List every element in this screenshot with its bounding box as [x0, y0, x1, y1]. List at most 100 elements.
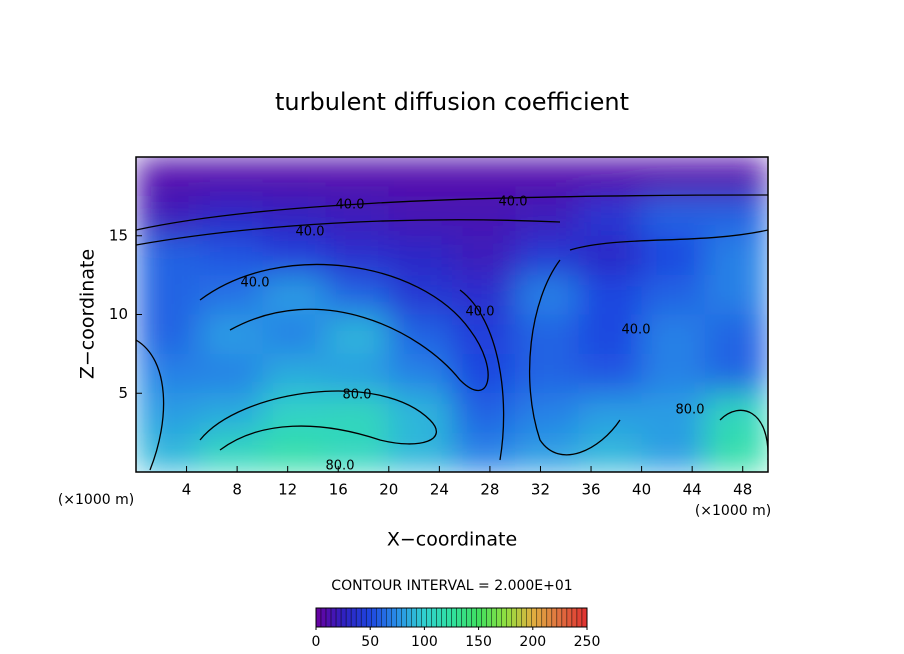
cell: [262, 353, 327, 394]
colorbar-swatch: [406, 607, 412, 628]
y-tick-label: 5: [118, 384, 128, 402]
cell: [388, 275, 453, 315]
colorbar-swatch: [360, 607, 367, 628]
colorbar-swatch: [511, 607, 517, 628]
cell: [325, 275, 390, 315]
cell: [578, 353, 643, 394]
colorbar-swatch: [451, 607, 457, 628]
cell: [262, 157, 327, 197]
cell: [452, 393, 516, 434]
cell: [641, 432, 706, 472]
cell: [262, 235, 327, 276]
x-tick-label: 28: [480, 481, 499, 499]
cell: [262, 432, 327, 472]
colorbar-frame: [315, 607, 588, 628]
x-tick-label: 40: [632, 481, 651, 499]
cell: [388, 432, 453, 472]
cell: [704, 275, 768, 315]
colorbar-swatch: [391, 607, 397, 628]
colorbar-swatch: [436, 607, 442, 628]
cell: [515, 353, 579, 394]
colorbar-swatch: [396, 607, 402, 628]
colorbar-swatch: [381, 607, 387, 628]
cell: [199, 157, 263, 197]
colorbar-swatch: [376, 607, 382, 628]
contour-label: 80.0: [343, 388, 372, 403]
y-axis-label: Z−coordinate: [77, 249, 99, 379]
colorbar-swatch: [461, 607, 467, 628]
cell: [136, 157, 200, 197]
cell: [388, 235, 453, 276]
colorbar-swatch: [386, 607, 392, 628]
cell: [578, 314, 643, 355]
colorbar-swatch: [521, 607, 527, 628]
cell: [262, 196, 327, 237]
x-tick-label: 16: [329, 481, 348, 499]
cell: [578, 393, 643, 434]
x-axis-label: X−coordinate: [387, 529, 517, 551]
colorbar-swatch: [476, 607, 482, 628]
colorbar-swatch: [471, 607, 477, 628]
colorbar-swatch: [531, 607, 538, 628]
colorbar-tick-label: 50: [361, 634, 379, 650]
cell: [325, 353, 390, 394]
colorbar-tick-label: 150: [465, 634, 492, 650]
cell: [704, 235, 768, 276]
colorbar-swatch: [516, 607, 522, 628]
cell: [136, 235, 200, 276]
x-unit: (×1000 m): [58, 492, 134, 508]
colorbar-swatch: [426, 607, 432, 628]
cell: [452, 353, 516, 394]
colorbar-swatch: [401, 607, 407, 628]
colorbar-swatch: [371, 607, 377, 628]
cell: [578, 196, 643, 237]
x-tick-label: 4: [182, 481, 192, 499]
cell: [452, 432, 516, 472]
cell: [388, 353, 453, 394]
colorbar-swatch: [551, 607, 558, 628]
cell: [452, 196, 516, 237]
colorbar-swatch: [536, 607, 543, 628]
cell: [578, 157, 643, 197]
cell: [578, 275, 643, 315]
colorbar-swatch: [355, 607, 362, 628]
colorbar-swatch: [325, 607, 332, 628]
colorbar: [315, 607, 588, 628]
cell: [515, 157, 579, 197]
cell: [325, 314, 390, 355]
cell: [136, 353, 200, 394]
colorbar-swatch: [526, 607, 532, 628]
cell: [704, 314, 768, 355]
colorbar-swatch: [501, 607, 507, 628]
colorbar-swatch: [446, 607, 452, 628]
cell: [704, 157, 768, 197]
x-tick-label: 32: [531, 481, 550, 499]
cell: [641, 314, 706, 355]
colorbar-swatch: [581, 607, 588, 628]
colorbar-swatch: [481, 607, 487, 628]
colorbar-swatch: [456, 607, 462, 628]
cell: [136, 275, 200, 315]
cell: [136, 393, 200, 434]
field: [136, 157, 768, 472]
cell: [325, 393, 390, 434]
colorbar-swatch: [546, 607, 553, 628]
cell: [388, 157, 453, 197]
cell: [136, 314, 200, 355]
colorbar-swatch: [556, 607, 563, 628]
cell: [704, 432, 768, 472]
colorbar-tick-label: 100: [411, 634, 438, 650]
cell: [199, 432, 263, 472]
colorbar-swatch: [365, 607, 372, 628]
cell: [515, 235, 579, 276]
contours: [136, 194, 768, 471]
x-unit: (×1000 m): [695, 503, 771, 519]
cell: [515, 196, 579, 237]
contour-label: 40.0: [499, 195, 528, 210]
cell: [199, 393, 263, 434]
cell: [641, 235, 706, 276]
colorbar-swatch: [541, 607, 548, 628]
colorbar-swatch: [431, 607, 437, 628]
colorbar-swatch: [411, 607, 417, 628]
